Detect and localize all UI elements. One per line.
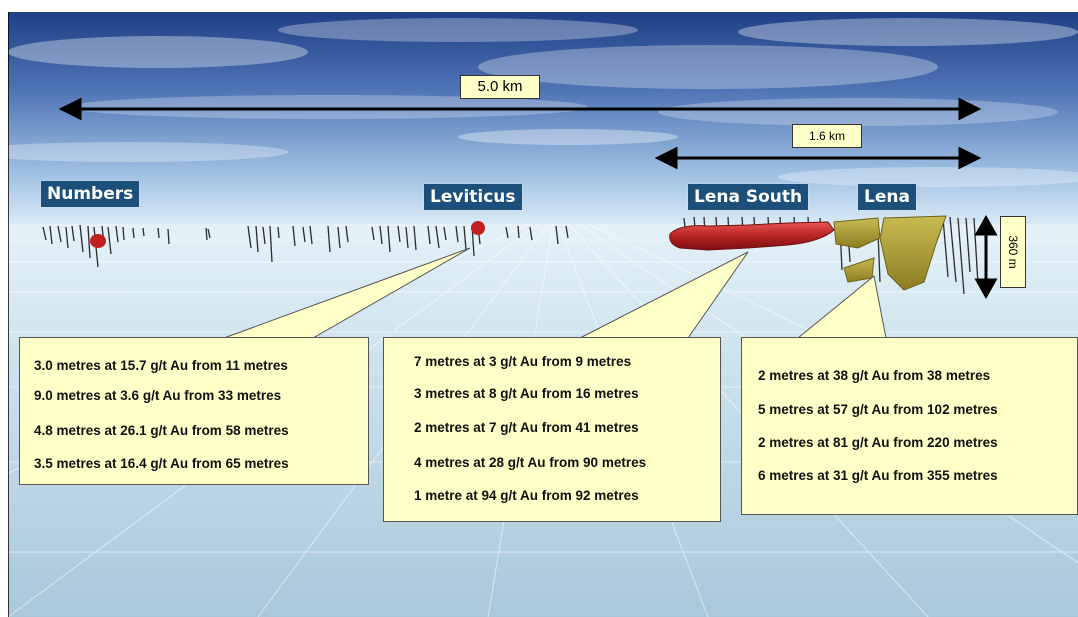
- result-line: 2 metres at 7 g/t Au from 41 metres: [414, 420, 639, 435]
- lena-orebody: [833, 215, 947, 291]
- lena-south-orebody: [669, 221, 835, 251]
- result-line: 5 metres at 57 g/t Au from 102 metres: [758, 402, 998, 417]
- result-line: 7 metres at 3 g/t Au from 9 metres: [414, 354, 632, 369]
- depth-label-text: 360 m: [1006, 235, 1020, 269]
- result-line: 3 metres at 8 g/t Au from 16 metres: [414, 386, 639, 401]
- callout-leviticus-results: 3.0 metres at 15.7 g/t Au from 11 metres…: [19, 337, 369, 485]
- callout-lena-south-results: 7 metres at 3 g/t Au from 9 metres 3 met…: [383, 337, 721, 522]
- scale-arrow-1-6km: [654, 146, 982, 170]
- result-line: 6 metres at 31 g/t Au from 355 metres: [758, 468, 998, 483]
- result-line: 2 metres at 81 g/t Au from 220 metres: [758, 435, 998, 450]
- deposit-label-lena: Lena: [858, 184, 916, 210]
- result-line: 4.8 metres at 26.1 g/t Au from 58 metres: [34, 423, 289, 438]
- result-line: 9.0 metres at 3.6 g/t Au from 33 metres: [34, 388, 282, 403]
- distance-label-1-6km: 1.6 km: [792, 124, 862, 148]
- deposit-label-leviticus: Leviticus: [424, 184, 522, 210]
- leviticus-intercept: [471, 221, 485, 235]
- result-line: 2 metres at 38 g/t Au from 38 metres: [758, 368, 991, 383]
- depth-arrow: [974, 214, 998, 300]
- distance-label-5km: 5.0 km: [460, 75, 540, 99]
- drill-holes: [42, 216, 979, 295]
- depth-label: 360 m: [1000, 216, 1026, 288]
- numbers-intercept: [90, 234, 106, 248]
- scene-backdrop: [8, 12, 1078, 617]
- result-line: 4 metres at 28 g/t Au from 90 metres: [414, 455, 647, 470]
- deposit-label-lena-south: Lena South: [688, 184, 809, 210]
- result-line: 1 metre at 94 g/t Au from 92 metres: [414, 488, 639, 503]
- 3d-scene: 5.0 km 1.6 km 360 m Numbers Leviticus Le…: [8, 12, 1078, 617]
- scale-arrow-5km: [58, 97, 982, 121]
- result-line: 3.0 metres at 15.7 g/t Au from 11 metres: [34, 358, 288, 373]
- clouds: [8, 18, 1078, 187]
- deposit-label-numbers: Numbers: [41, 181, 140, 207]
- result-line: 3.5 metres at 16.4 g/t Au from 65 metres: [34, 456, 289, 471]
- callout-lena-results: 2 metres at 38 g/t Au from 38 metres 5 m…: [741, 337, 1078, 515]
